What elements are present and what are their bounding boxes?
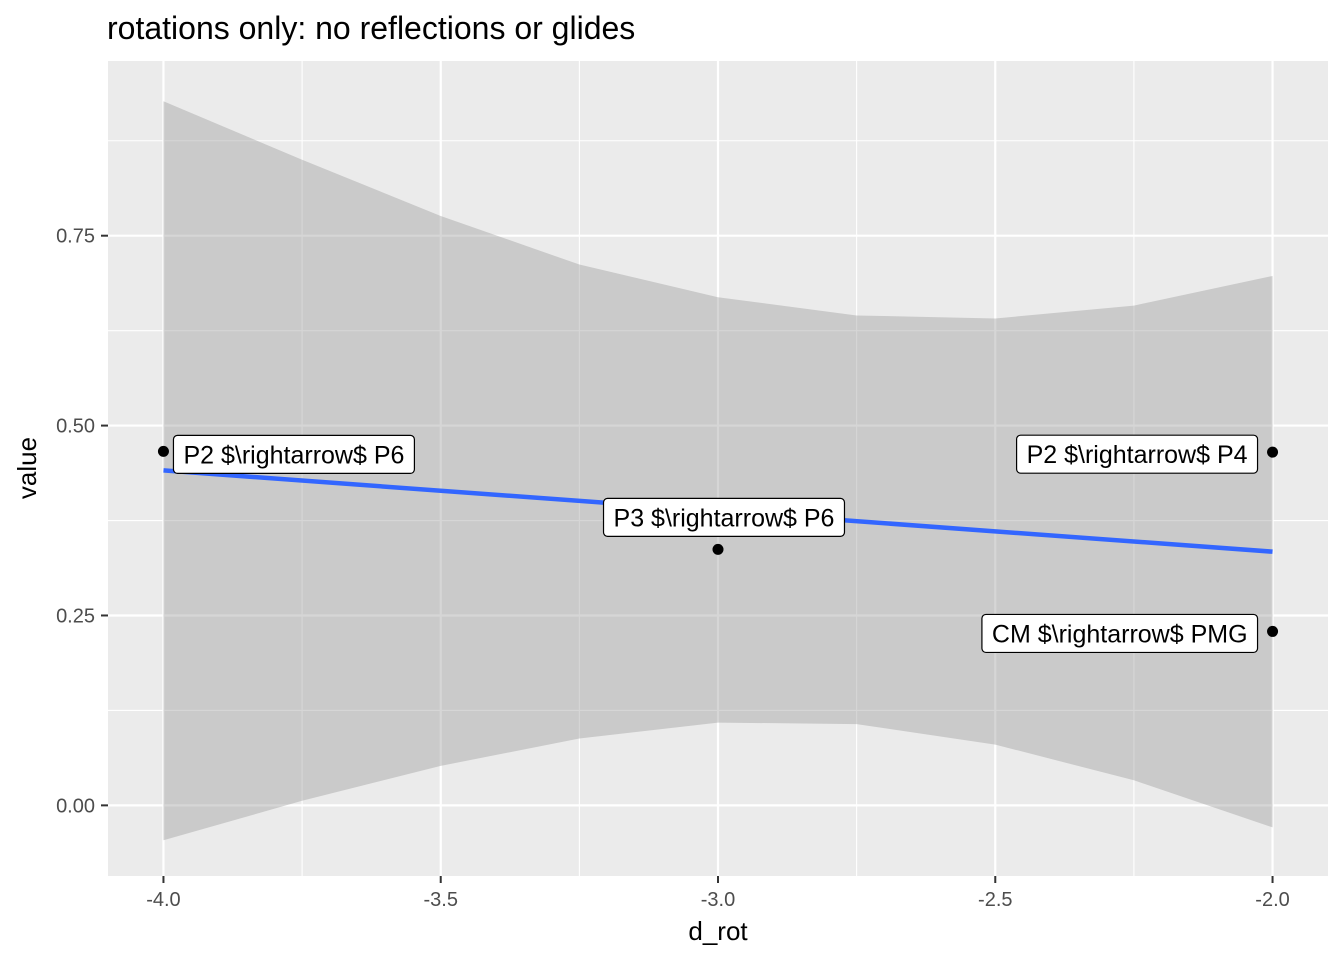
x-tick-label: -4.0 xyxy=(146,889,180,911)
x-tick-label: -2.0 xyxy=(1255,889,1289,911)
x-tick-label: -3.0 xyxy=(701,889,735,911)
y-tick-label: 0.25 xyxy=(56,605,95,627)
point-label-box xyxy=(602,497,846,537)
point-label-text: P3 $\rightarrow$ P6 xyxy=(614,504,835,532)
point-label-box xyxy=(981,613,1259,654)
point-label-box xyxy=(1015,434,1259,474)
x-tick-label: -3.5 xyxy=(423,889,457,911)
confidence-band xyxy=(163,101,1273,841)
data-point xyxy=(1267,625,1279,637)
y-tick-label: 0.75 xyxy=(56,226,95,248)
point-label-text: CM $\rightarrow$ PMG xyxy=(992,620,1248,648)
data-point xyxy=(1267,446,1279,458)
y-tick-label: 0.00 xyxy=(56,795,95,817)
y-axis-title: value xyxy=(12,437,42,499)
chart-title: rotations only: no reflections or glides xyxy=(107,10,635,46)
x-tick-label: -2.5 xyxy=(978,889,1012,911)
point-label-text: P2 $\rightarrow$ P4 xyxy=(1027,441,1248,469)
point-label: P2 $\rightarrow$ P6 xyxy=(172,434,416,475)
point-label: P2 $\rightarrow$ P4 xyxy=(1015,434,1259,474)
point-label: P3 $\rightarrow$ P6 xyxy=(602,497,846,537)
major-gridlines xyxy=(108,61,1328,876)
data-point xyxy=(157,445,169,457)
x-axis: -4.0 -3.5 -3.0 -2.5 -2.0 xyxy=(146,876,1290,911)
data-points xyxy=(157,445,1279,637)
point-label-text: P2 $\rightarrow$ P6 xyxy=(183,441,404,469)
point-label-box xyxy=(172,434,416,475)
y-tick-label: 0.50 xyxy=(56,416,95,438)
data-point xyxy=(712,543,724,555)
point-label: CM $\rightarrow$ PMG xyxy=(981,613,1259,654)
y-axis: 0.00 0.25 0.50 0.75 xyxy=(56,226,108,817)
x-axis-title: d_rot xyxy=(688,916,748,946)
point-labels: P2 $\rightarrow$ P6 P3 $\rightarrow$ P6 P2… xyxy=(172,434,1259,654)
